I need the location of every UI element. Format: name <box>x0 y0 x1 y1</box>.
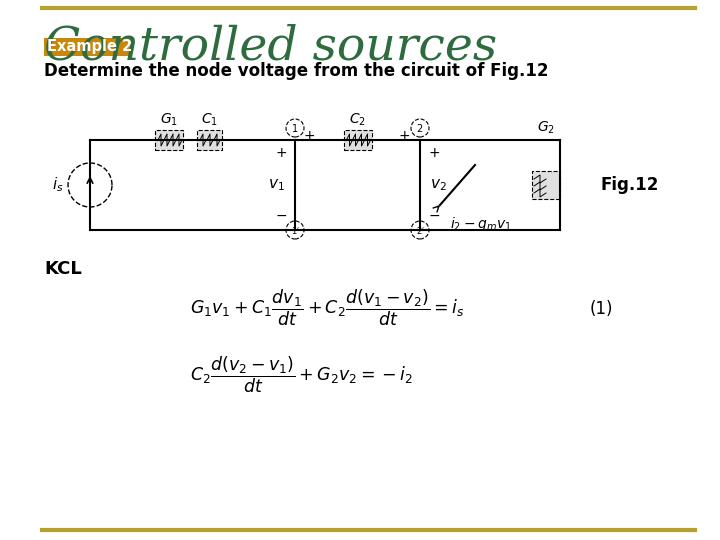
Text: $G_2$: $G_2$ <box>537 119 555 136</box>
FancyBboxPatch shape <box>532 171 560 199</box>
FancyBboxPatch shape <box>44 38 132 56</box>
Text: $C_1$: $C_1$ <box>201 112 217 128</box>
Text: $i_2 - g_m v_1$: $i_2 - g_m v_1$ <box>450 215 512 233</box>
Text: KCL: KCL <box>44 260 82 278</box>
Text: $C_2$: $C_2$ <box>349 112 366 128</box>
Text: $-$: $-$ <box>275 208 287 222</box>
Text: $G_1 v_1 + C_1\dfrac{dv_1}{dt} + C_2\dfrac{d(v_1 - v_2)}{dt} = i_s$: $G_1 v_1 + C_1\dfrac{dv_1}{dt} + C_2\dfr… <box>190 288 464 328</box>
Text: Example 2: Example 2 <box>47 39 132 55</box>
Text: Fig.12: Fig.12 <box>600 176 658 194</box>
Text: $G_1$: $G_1$ <box>160 112 178 128</box>
Text: $+$: $+$ <box>303 129 315 143</box>
Text: $+$: $+$ <box>428 146 440 160</box>
Text: $2'$: $2'$ <box>415 225 425 235</box>
FancyBboxPatch shape <box>155 130 183 150</box>
FancyBboxPatch shape <box>343 130 372 150</box>
Text: $2$: $2$ <box>416 122 423 134</box>
FancyBboxPatch shape <box>197 130 222 150</box>
Text: $1$: $1$ <box>292 122 299 134</box>
Text: $-$: $-$ <box>428 208 440 222</box>
Text: $1'$: $1'$ <box>291 225 300 235</box>
Text: Determine the node voltage from the circuit of Fig.12: Determine the node voltage from the circ… <box>44 62 549 80</box>
Text: $i_s$: $i_s$ <box>53 176 64 194</box>
Text: $v_1$: $v_1$ <box>269 177 285 193</box>
Text: Controlled sources: Controlled sources <box>44 24 497 69</box>
Text: $+$: $+$ <box>275 146 287 160</box>
Text: $v_2$: $v_2$ <box>430 177 446 193</box>
Text: (1): (1) <box>590 300 613 318</box>
Text: $C_2\dfrac{d(v_2 - v_1)}{dt} + G_2 v_2 = -i_2$: $C_2\dfrac{d(v_2 - v_1)}{dt} + G_2 v_2 =… <box>190 355 413 395</box>
Text: $+$: $+$ <box>398 129 410 143</box>
